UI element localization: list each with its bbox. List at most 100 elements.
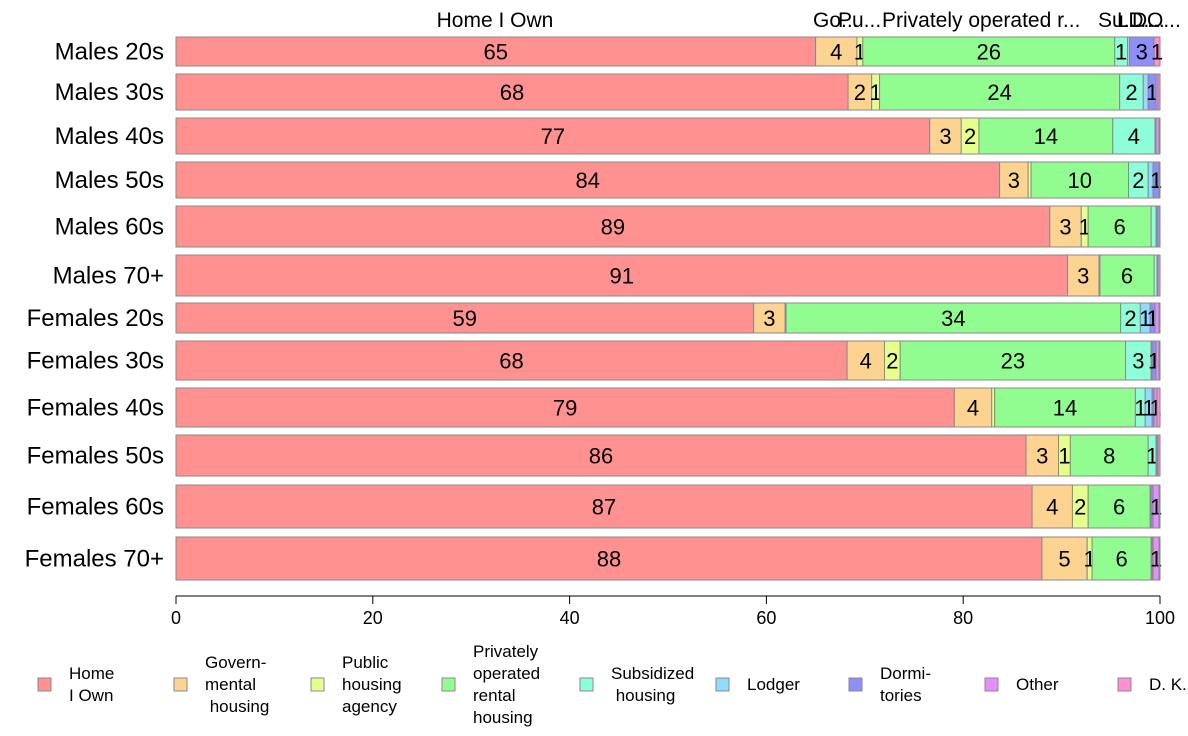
top-label-3: Privately operated r... [882, 9, 1080, 32]
bar-segment-females-40s-privately-operated-rental-housing [994, 387, 1136, 428]
bar-segment-males-50s-home-i-own [175, 161, 1001, 199]
data-label-females-20s-subsidized-housing: 2 [1124, 306, 1136, 331]
x-tick-label-60: 60 [756, 608, 776, 628]
legend-label-home-i-own: Home I Own [69, 664, 114, 705]
bar-segment-males-50s-privately-operated-rental-housing [1030, 161, 1130, 199]
top-label-5: L... [1117, 9, 1146, 32]
data-label-females-50s-public-housing-agency: 1 [1058, 444, 1070, 469]
bar-row-males-50s: 84 3 10 2 1 [175, 161, 1162, 199]
data-label-males-40s-privately-operated-rental-housing: 14 [1034, 124, 1058, 149]
bar-row-females-60s: 87 4 2 6 1 [175, 484, 1162, 529]
legend-item-lodger: Lodger [715, 675, 800, 694]
data-label-females-40s-home-i-own: 79 [553, 396, 577, 421]
bar-segment-males-20s-privately-operated-rental-housing [862, 36, 1116, 67]
bar-segment-males-70-privately-operated-rental-housing [1099, 254, 1155, 297]
y-tick-label-males-30s: Males 30s [55, 79, 164, 106]
bar-row-males-30s: 68 2 1 24 2 1 [175, 73, 1161, 111]
data-label-males-40s-public-housing-agency: 2 [964, 124, 976, 149]
bar-segment-males-60s-home-i-own [175, 205, 1051, 248]
data-label-males-30s-public-housing-agency: 1 [869, 80, 881, 105]
data-label-males-60s-governmental-housing: 3 [1059, 215, 1071, 240]
y-tick-label-females-40s: Females 40s [27, 395, 164, 422]
legend-swatch-subsidized-housing [579, 677, 594, 692]
legend-item-d-k: D. K. [1117, 675, 1187, 694]
legend-label-dormitories: Dormi-tories [880, 664, 931, 705]
data-label-males-30s-subsidized-housing: 2 [1125, 80, 1137, 105]
bar-row-females-20s: 59 3 34 2 11 [175, 302, 1161, 334]
bar-segment-females-60s-privately-operated-rental-housing [1087, 484, 1151, 529]
data-label-females-30s-public-housing-agency: 2 [886, 349, 898, 374]
bar-segment-females-20s-d-k [1158, 302, 1161, 334]
y-tick-label-males-20s: Males 20s [55, 39, 164, 66]
legend-label-governmental-housing: Govern-mental housing [205, 653, 269, 716]
data-label-females-60s-privately-operated-rental-housing: 6 [1113, 495, 1125, 520]
legend-item-home-i-own: Home I Own [37, 664, 114, 705]
legend-swatch-dormitories [848, 677, 863, 692]
bar-segment-females-40s-governmental-housing [953, 387, 993, 428]
data-label-males-20s-d-k: 1 [1151, 40, 1163, 65]
top-label-6: D... [1132, 9, 1165, 32]
bar-row-males-60s: 89 3 1 6 [175, 205, 1161, 248]
y-tick-label-males-70: Males 70+ [53, 263, 164, 290]
bar-row-females-30s: 68 4 2 23 3 1 [175, 340, 1161, 381]
top-label-0: Home I Own [437, 9, 554, 32]
data-label-females-50s-home-i-own: 86 [589, 444, 613, 469]
data-label-females-20s-privately-operated-rental-housing: 34 [941, 306, 965, 331]
bar-segment-males-60s-privately-operated-rental-housing [1087, 205, 1152, 248]
y-tick-label-males-60s: Males 60s [55, 214, 164, 241]
bar-segment-females-50s-other [1157, 434, 1161, 477]
y-tick-label-females-20s: Females 20s [27, 305, 164, 332]
legend-item-governmental-housing: Govern-mental housing [173, 653, 269, 716]
data-label-males-30s-home-i-own: 68 [500, 80, 524, 105]
bar-row-females-70: 88 5 1 6 1 [175, 536, 1162, 581]
data-label-males-30s-privately-operated-rental-housing: 24 [987, 80, 1011, 105]
y-tick-label-females-70: Females 70+ [25, 546, 164, 573]
y-axis-labels: Males 20s Males 30s Males 40s Males 50s Male… [25, 39, 164, 573]
x-tick-label-0: 0 [171, 608, 181, 628]
bar-segment-males-50s-governmental-housing [999, 161, 1029, 199]
legend-item-public-housing-agency: Public housing agency [310, 653, 402, 716]
data-label-males-40s-home-i-own: 77 [541, 124, 565, 149]
bar-segment-males-40s-governmental-housing [929, 117, 962, 155]
top-label-2: Pu... [838, 9, 881, 32]
bar-segment-males-20s-d-k [1153, 36, 1161, 67]
bar-segment-females-70-privately-operated-rental-housing [1091, 536, 1152, 581]
bar-segment-males-60s-governmental-housing [1049, 205, 1082, 248]
data-label-males-20s-privately-operated-rental-housing: 26 [977, 40, 1001, 65]
bar-segment-males-20s-governmental-housing [815, 36, 858, 67]
data-label-females-40s-subsidized-housing: 1 [1134, 396, 1146, 421]
y-tick-label-males-40s: Males 40s [55, 123, 164, 150]
top-label-7: O... [1147, 9, 1181, 32]
bar-row-males-40s: 77 3 2 14 4 [175, 117, 1161, 155]
legend-label-other: Other [1016, 675, 1059, 694]
bar-segment-males-70-home-i-own [175, 254, 1069, 297]
data-label-females-60s-home-i-own: 87 [592, 495, 616, 520]
bar-segment-males-40s-d-k [1158, 117, 1161, 155]
bars: 65 4 1 26 1 3 168 2 1 24 2 177 3 2 14 484 3 10 2 189 3 1 691 3 6… [175, 36, 1163, 581]
bar-segment-females-60s-governmental-housing [1031, 484, 1073, 529]
bar-segment-females-30s-governmental-housing [846, 340, 885, 381]
data-label-males-50s-home-i-own: 84 [576, 168, 600, 193]
bar-segment-males-40s-home-i-own [175, 117, 931, 155]
x-tick-label-80: 80 [953, 608, 973, 628]
data-label-females-70-governmental-housing: 5 [1058, 547, 1070, 572]
bar-segment-females-70-d-k [1158, 536, 1161, 581]
legend: Home I Own Govern-mental housing Public hous… [37, 642, 1187, 727]
x-tick-label-100: 100 [1145, 608, 1175, 628]
data-label-males-50s-governmental-housing: 3 [1008, 168, 1020, 193]
data-label-females-60s-governmental-housing: 4 [1046, 495, 1058, 520]
bar-segment-males-20s-dormitories [1128, 36, 1155, 67]
bar-segment-males-40s-subsidized-housing [1112, 117, 1156, 155]
legend-swatch-lodger [715, 677, 730, 692]
bar-segment-males-70-other [1157, 254, 1161, 297]
bar-segment-males-70-governmental-housing [1067, 254, 1100, 297]
legend-swatch-privately-operated-rental-housing [441, 677, 456, 692]
bar-segment-males-40s-privately-operated-rental-housing [978, 117, 1114, 155]
y-tick-label-females-50s: Females 50s [27, 443, 164, 470]
bar-segment-females-50s-privately-operated-rental-housing [1069, 434, 1149, 477]
data-label-females-20s-home-i-own: 59 [453, 306, 477, 331]
data-label-females-30s-governmental-housing: 4 [860, 349, 872, 374]
legend-label-public-housing-agency: Public housing agency [342, 653, 402, 716]
y-tick-label-males-50s: Males 50s [55, 167, 164, 194]
